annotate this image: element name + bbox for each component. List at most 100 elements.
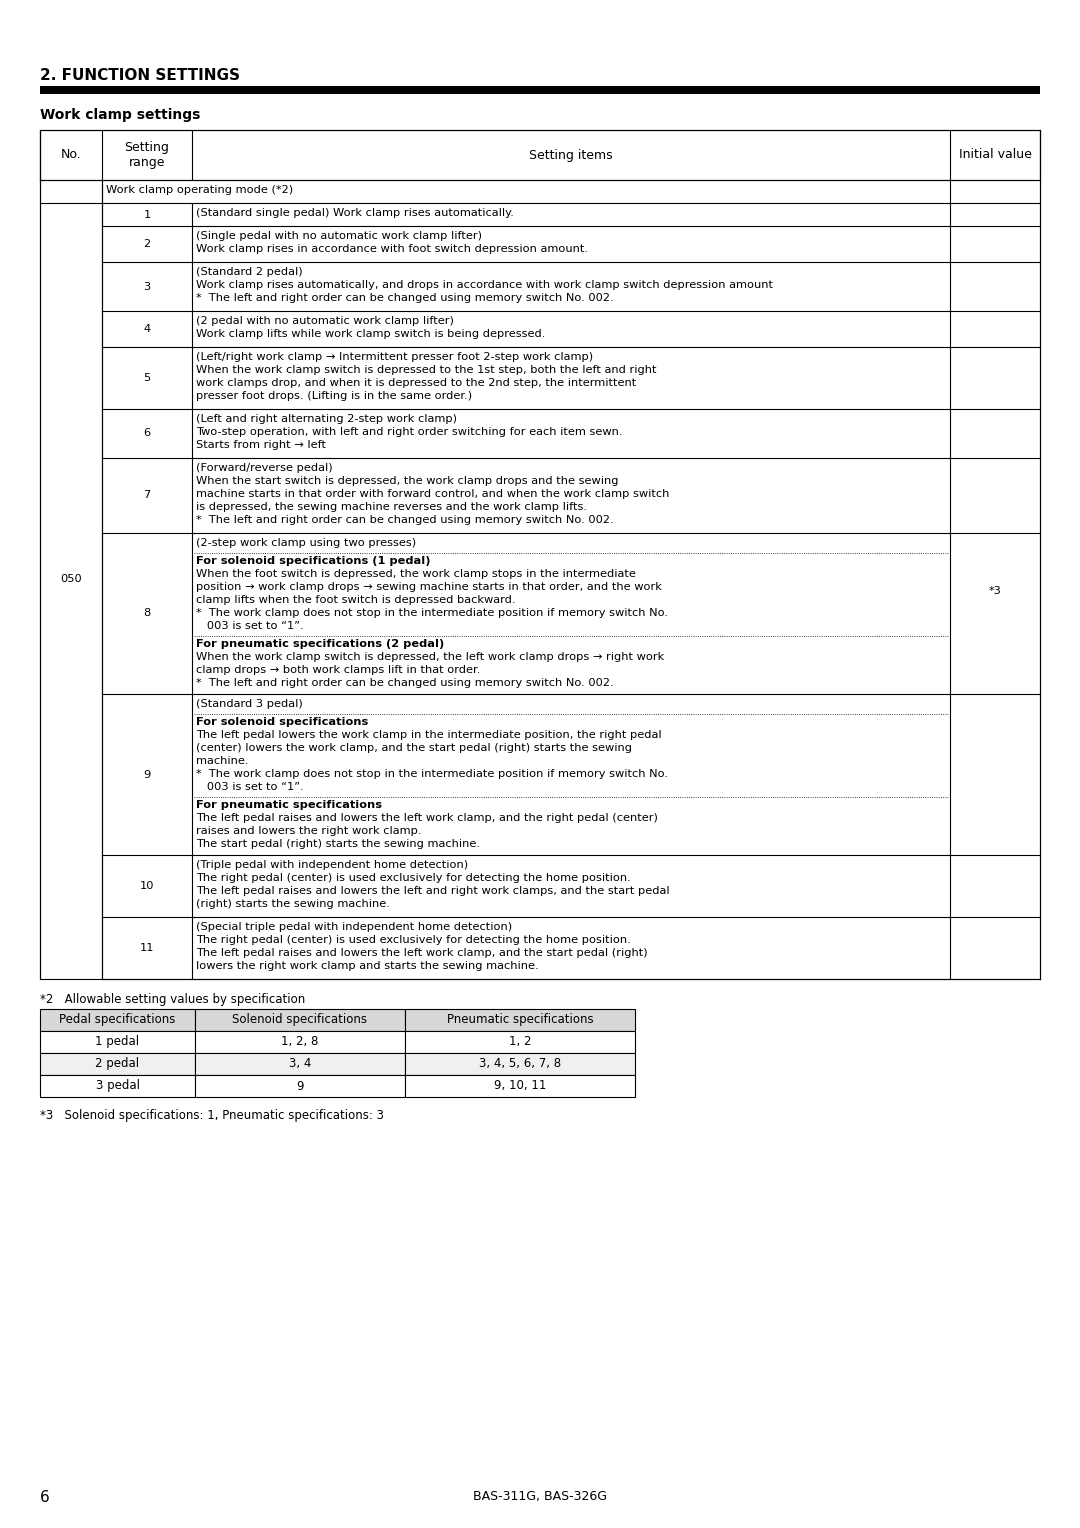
Text: (right) starts the sewing machine.: (right) starts the sewing machine. — [195, 898, 390, 909]
Bar — [40, 130, 1040, 180]
Text: 3, 4: 3, 4 — [288, 1057, 311, 1071]
Bar — [40, 1076, 195, 1097]
Text: 5: 5 — [144, 373, 150, 384]
Text: The left pedal raises and lowers the left work clamp, and the start pedal (right: The left pedal raises and lowers the lef… — [195, 947, 648, 958]
Text: When the start switch is depressed, the work clamp drops and the sewing: When the start switch is depressed, the … — [195, 477, 619, 486]
Text: 6: 6 — [40, 1490, 50, 1505]
Text: Work clamp rises in accordance with foot switch depression amount.: Work clamp rises in accordance with foot… — [195, 244, 588, 254]
Text: 2. FUNCTION SETTINGS: 2. FUNCTION SETTINGS — [40, 69, 240, 83]
Text: 7: 7 — [144, 490, 150, 501]
Text: clamp drops → both work clamps lift in that order.: clamp drops → both work clamps lift in t… — [195, 665, 481, 675]
Text: The right pedal (center) is used exclusively for detecting the home position.: The right pedal (center) is used exclusi… — [195, 935, 631, 944]
Bar — [405, 1008, 635, 1031]
Text: (Special triple pedal with independent home detection): (Special triple pedal with independent h… — [195, 921, 512, 932]
Text: *  The work clamp does not stop in the intermediate position if memory switch No: * The work clamp does not stop in the in… — [195, 769, 669, 779]
Text: For pneumatic specifications: For pneumatic specifications — [195, 801, 382, 810]
Bar — [405, 1031, 635, 1053]
Text: Work clamp rises automatically, and drops in accordance with work clamp switch d: Work clamp rises automatically, and drop… — [195, 280, 773, 290]
Text: The start pedal (right) starts the sewing machine.: The start pedal (right) starts the sewin… — [195, 839, 480, 850]
Text: position → work clamp drops → sewing machine starts in that order, and the work: position → work clamp drops → sewing mac… — [195, 582, 662, 591]
Text: (Forward/reverse pedal): (Forward/reverse pedal) — [195, 463, 333, 474]
Text: (Triple pedal with independent home detection): (Triple pedal with independent home dete… — [195, 860, 468, 869]
Text: 10: 10 — [139, 882, 154, 891]
Text: Work clamp operating mode (*2): Work clamp operating mode (*2) — [106, 185, 293, 196]
Text: work clamps drop, and when it is depressed to the 2nd step, the intermittent: work clamps drop, and when it is depress… — [195, 377, 636, 388]
Text: Starts from right → left: Starts from right → left — [195, 440, 326, 451]
Bar — [405, 1076, 635, 1097]
Text: 1 pedal: 1 pedal — [95, 1036, 139, 1048]
Bar — [40, 1031, 195, 1053]
Bar — [195, 1076, 405, 1097]
Text: raises and lowers the right work clamp.: raises and lowers the right work clamp. — [195, 827, 421, 836]
Text: Two-step operation, with left and right order switching for each item sewn.: Two-step operation, with left and right … — [195, 426, 622, 437]
Text: (Left and right alternating 2-step work clamp): (Left and right alternating 2-step work … — [195, 414, 457, 423]
Text: *2   Allowable setting values by specification: *2 Allowable setting values by specifica… — [40, 993, 306, 1005]
Text: 1, 2: 1, 2 — [509, 1036, 531, 1048]
Text: *  The left and right order can be changed using memory switch No. 002.: * The left and right order can be change… — [195, 515, 613, 526]
Text: For solenoid specifications (1 pedal): For solenoid specifications (1 pedal) — [195, 556, 431, 565]
Text: Setting
range: Setting range — [124, 141, 170, 170]
Text: 4: 4 — [144, 324, 150, 335]
Text: The right pedal (center) is used exclusively for detecting the home position.: The right pedal (center) is used exclusi… — [195, 872, 631, 883]
Text: 6: 6 — [144, 428, 150, 439]
Text: (2-step work clamp using two presses): (2-step work clamp using two presses) — [195, 538, 416, 549]
Text: When the work clamp switch is depressed, the left work clamp drops → right work: When the work clamp switch is depressed,… — [195, 652, 664, 662]
Text: *3   Solenoid specifications: 1, Pneumatic specifications: 3: *3 Solenoid specifications: 1, Pneumatic… — [40, 1109, 384, 1122]
Text: No.: No. — [60, 148, 81, 162]
Text: 1, 2, 8: 1, 2, 8 — [281, 1036, 319, 1048]
Bar — [40, 1008, 195, 1031]
Text: *  The left and right order can be changed using memory switch No. 002.: * The left and right order can be change… — [195, 293, 613, 303]
Text: Solenoid specifications: Solenoid specifications — [232, 1013, 367, 1027]
Text: Setting items: Setting items — [529, 148, 612, 162]
Bar — [405, 1053, 635, 1076]
Text: lowers the right work clamp and starts the sewing machine.: lowers the right work clamp and starts t… — [195, 961, 539, 970]
Text: 3, 4, 5, 6, 7, 8: 3, 4, 5, 6, 7, 8 — [478, 1057, 562, 1071]
Bar — [195, 1053, 405, 1076]
Text: is depressed, the sewing machine reverses and the work clamp lifts.: is depressed, the sewing machine reverse… — [195, 503, 588, 512]
Text: Work clamp settings: Work clamp settings — [40, 108, 201, 122]
Text: Work clamp lifts while work clamp switch is being depressed.: Work clamp lifts while work clamp switch… — [195, 329, 545, 339]
Text: presser foot drops. (Lifting is in the same order.): presser foot drops. (Lifting is in the s… — [195, 391, 472, 400]
Text: Pedal specifications: Pedal specifications — [59, 1013, 176, 1027]
Text: When the foot switch is depressed, the work clamp stops in the intermediate: When the foot switch is depressed, the w… — [195, 568, 636, 579]
Text: 003 is set to “1”.: 003 is set to “1”. — [195, 782, 303, 792]
Text: 050: 050 — [60, 575, 82, 585]
Text: 1: 1 — [144, 209, 150, 220]
Bar — [195, 1031, 405, 1053]
Text: The left pedal raises and lowers the left and right work clamps, and the start p: The left pedal raises and lowers the lef… — [195, 886, 670, 895]
Text: For solenoid specifications: For solenoid specifications — [195, 717, 368, 727]
Text: 003 is set to “1”.: 003 is set to “1”. — [195, 620, 303, 631]
Text: *  The left and right order can be changed using memory switch No. 002.: * The left and right order can be change… — [195, 678, 613, 688]
Text: BAS-311G, BAS-326G: BAS-311G, BAS-326G — [473, 1490, 607, 1504]
Text: clamp lifts when the foot switch is depressed backward.: clamp lifts when the foot switch is depr… — [195, 594, 515, 605]
Text: 9: 9 — [296, 1079, 303, 1093]
Text: *3: *3 — [988, 587, 1001, 596]
Text: (Standard single pedal) Work clamp rises automatically.: (Standard single pedal) Work clamp rises… — [195, 208, 514, 219]
Bar — [195, 1008, 405, 1031]
Text: 2: 2 — [144, 238, 150, 249]
Text: 3 pedal: 3 pedal — [95, 1079, 139, 1093]
Text: 3: 3 — [144, 281, 150, 292]
Text: (Single pedal with no automatic work clamp lifter): (Single pedal with no automatic work cla… — [195, 231, 482, 241]
Text: The left pedal lowers the work clamp in the intermediate position, the right ped: The left pedal lowers the work clamp in … — [195, 730, 662, 740]
Text: 2 pedal: 2 pedal — [95, 1057, 139, 1071]
Text: machine.: machine. — [195, 756, 248, 766]
Text: For pneumatic specifications (2 pedal): For pneumatic specifications (2 pedal) — [195, 639, 444, 649]
Bar — [40, 86, 1040, 95]
Text: (Left/right work clamp → Intermittent presser foot 2-step work clamp): (Left/right work clamp → Intermittent pr… — [195, 351, 593, 362]
Text: (Standard 2 pedal): (Standard 2 pedal) — [195, 267, 302, 277]
Text: (Standard 3 pedal): (Standard 3 pedal) — [195, 698, 302, 709]
Text: Initial value: Initial value — [959, 148, 1031, 162]
Text: (center) lowers the work clamp, and the start pedal (right) starts the sewing: (center) lowers the work clamp, and the … — [195, 743, 632, 753]
Text: (2 pedal with no automatic work clamp lifter): (2 pedal with no automatic work clamp li… — [195, 316, 454, 325]
Text: machine starts in that order with forward control, and when the work clamp switc: machine starts in that order with forwar… — [195, 489, 670, 500]
Text: 9: 9 — [144, 770, 150, 779]
Text: *  The work clamp does not stop in the intermediate position if memory switch No: * The work clamp does not stop in the in… — [195, 608, 669, 617]
Text: The left pedal raises and lowers the left work clamp, and the right pedal (cente: The left pedal raises and lowers the lef… — [195, 813, 658, 824]
Bar — [40, 1053, 195, 1076]
Text: 8: 8 — [144, 608, 150, 619]
Text: When the work clamp switch is depressed to the 1st step, both the left and right: When the work clamp switch is depressed … — [195, 365, 657, 374]
Text: 9, 10, 11: 9, 10, 11 — [494, 1079, 546, 1093]
Text: 11: 11 — [139, 943, 154, 953]
Text: Pneumatic specifications: Pneumatic specifications — [447, 1013, 593, 1027]
